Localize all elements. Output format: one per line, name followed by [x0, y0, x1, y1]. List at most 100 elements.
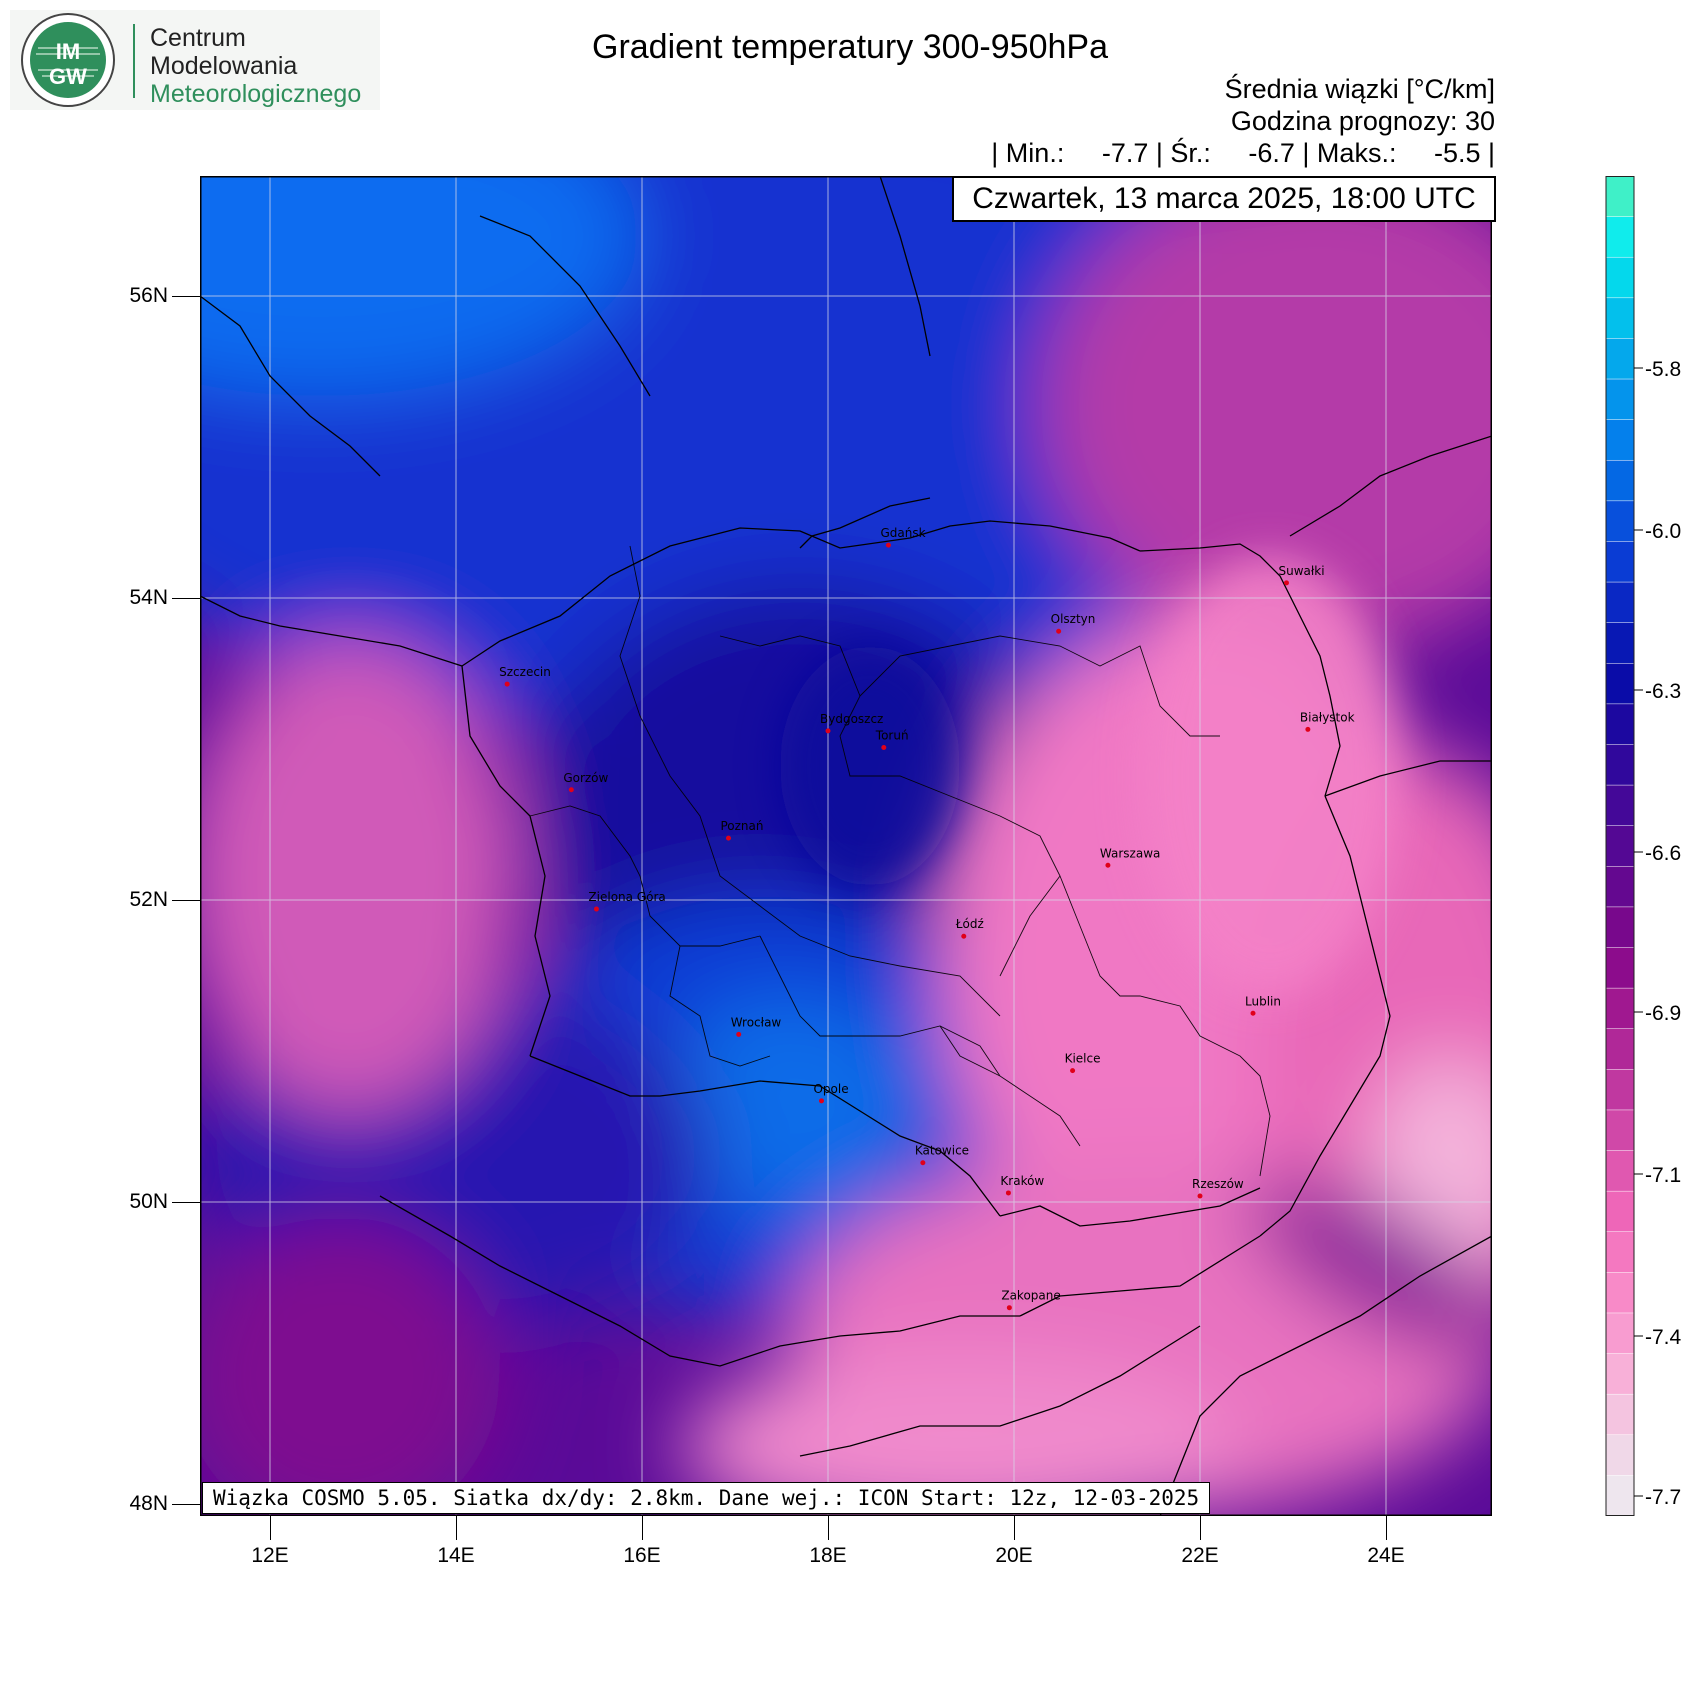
logo-line-2: Modelowania	[150, 52, 297, 80]
city-label: Gorzów	[563, 771, 608, 785]
colorbar-swatch	[1605, 1231, 1635, 1274]
colorbar-swatch	[1605, 744, 1635, 786]
logo-line-1: Centrum	[150, 24, 246, 52]
longitude-tick	[1200, 1516, 1201, 1540]
city-label: Rzeszów	[1192, 1177, 1244, 1191]
city-label: Szczecin	[499, 665, 551, 679]
longitude-tick	[1386, 1516, 1387, 1540]
longitude-tick	[1014, 1516, 1015, 1540]
city-dot	[818, 1098, 824, 1104]
colorbar-swatch	[1605, 906, 1635, 949]
city-dot	[568, 787, 574, 793]
colorbar-swatch	[1605, 216, 1635, 258]
latitude-label: 50N	[129, 1190, 168, 1213]
imgw-logo: IM GW Centrum Modelowania Meteorologiczn…	[10, 10, 380, 110]
city-dot	[1006, 1305, 1012, 1311]
city-dot	[1283, 580, 1289, 586]
city-dot	[1005, 1190, 1011, 1196]
longitude-tick	[828, 1516, 829, 1540]
colorbar-tick-label: -5.8	[1645, 358, 1681, 381]
logo-abbrev-top: IM	[56, 39, 80, 64]
colorbar-swatch	[1605, 866, 1635, 908]
city-label: Gdańsk	[880, 526, 925, 540]
colorbar-swatch	[1605, 1434, 1635, 1477]
latitude-label: 54N	[129, 586, 168, 609]
city-label: Zakopane	[1001, 1289, 1060, 1303]
latitude-tick	[172, 296, 200, 297]
longitude-label: 24E	[1367, 1544, 1405, 1567]
city-dot	[504, 681, 510, 687]
colorbar-outline	[1605, 176, 1635, 1516]
longitude-tick	[270, 1516, 271, 1540]
city-label: Kielce	[1065, 1052, 1101, 1066]
valid-date: Czwartek, 13 marca 2025, 18:00 UTC	[952, 176, 1496, 222]
longitude-label: 12E	[251, 1544, 289, 1567]
city-dot	[1105, 862, 1111, 868]
city-label: Zielona Góra	[588, 890, 665, 904]
colorbar-tick-label: -6.9	[1645, 1002, 1681, 1025]
latitude-tick	[172, 598, 200, 599]
colorbar-swatch	[1605, 784, 1635, 827]
logo-abbrev-bottom: GW	[49, 64, 87, 89]
voivodeship-borders	[529, 545, 1271, 1177]
latitude-tick	[172, 1202, 200, 1203]
logo-line-3: Meteorologicznego	[150, 80, 361, 108]
longitude-label: 14E	[437, 1544, 475, 1567]
city-label: Olsztyn	[1051, 612, 1096, 626]
colorbar-tick-label: -7.7	[1645, 1486, 1681, 1509]
longitude-label: 22E	[1181, 1544, 1219, 1567]
city-label: Wrocław	[731, 1015, 782, 1029]
latitude-label: 52N	[129, 888, 168, 911]
colorbar-swatch	[1605, 541, 1635, 583]
colorbar-tick-label: -7.4	[1645, 1326, 1682, 1349]
colorbar-swatch	[1605, 581, 1635, 624]
colorbar-swatch	[1605, 1190, 1635, 1233]
city-label: Suwałki	[1278, 564, 1324, 578]
colorbar-swatch	[1605, 1069, 1635, 1111]
city-dot	[1250, 1010, 1256, 1016]
city-dot	[1056, 628, 1062, 634]
colorbar-swatch	[1605, 1109, 1635, 1152]
city-label: Warszawa	[1100, 846, 1160, 860]
colorbar: -5.8 -6.0 -6.3 -6.6 -6.9 -7.1 -7.4 -7.7	[1605, 176, 1682, 1516]
city-dot	[961, 933, 967, 939]
colorbar-swatches	[1605, 176, 1635, 1516]
longitude-label: 16E	[623, 1544, 661, 1567]
city-label: Toruń	[875, 728, 909, 742]
colorbar-tick-label: -6.6	[1645, 842, 1681, 865]
colorbar-swatch	[1605, 947, 1635, 989]
colorbar-swatch	[1605, 500, 1635, 543]
forecast-map: Gdańsk Olsztyn Suwałki Białystok Szczecin Byd…	[200, 176, 1492, 1516]
city-dot	[725, 835, 731, 841]
colorbar-tick-label: -6.3	[1645, 680, 1681, 703]
stats-line: | Min.: -7.7 | Śr.: -6.7 | Maks.: -5.5 |	[991, 138, 1495, 168]
city-label: Katowice	[915, 1144, 969, 1158]
longitude-tick	[456, 1516, 457, 1540]
map-frame	[200, 176, 1492, 1516]
colorbar-swatch	[1605, 1272, 1635, 1314]
colorbar-swatch	[1605, 825, 1635, 868]
city-dot	[825, 728, 831, 734]
colorbar-ticks: -5.8 -6.0 -6.3 -6.6 -6.9 -7.1 -7.4 -7.7	[1634, 358, 1682, 1509]
latitude-label: 56N	[129, 284, 168, 307]
forecast-hour: Godzina prognozy: 30	[1230, 106, 1495, 136]
colorbar-swatch	[1605, 378, 1635, 421]
colorbar-tick-label: -7.1	[1645, 1164, 1681, 1187]
temperature-gradient-field	[200, 176, 1492, 1516]
map-title: Gradient temperatury 300-950hPa	[592, 28, 1108, 66]
colorbar-swatch	[1605, 987, 1635, 1030]
colorbar-swatch	[1605, 297, 1635, 340]
colorbar-swatch	[1605, 1475, 1635, 1516]
colorbar-swatch	[1605, 1393, 1635, 1436]
city-label: Kraków	[1000, 1174, 1044, 1188]
latitude-label: 48N	[129, 1492, 168, 1515]
city-dot	[885, 542, 891, 548]
city-dot	[1197, 1193, 1203, 1199]
unit-line: Średnia wiązki [°C/km]	[1224, 74, 1495, 104]
city-dot	[920, 1160, 926, 1166]
city-label: Łódź	[955, 917, 984, 931]
latitude-tick	[172, 1504, 200, 1505]
colorbar-swatch	[1605, 1353, 1635, 1395]
borders-and-coastlines	[200, 176, 1492, 1516]
model-info: Wiązka COSMO 5.05. Siatka dx/dy: 2.8km. …	[202, 1482, 1211, 1514]
